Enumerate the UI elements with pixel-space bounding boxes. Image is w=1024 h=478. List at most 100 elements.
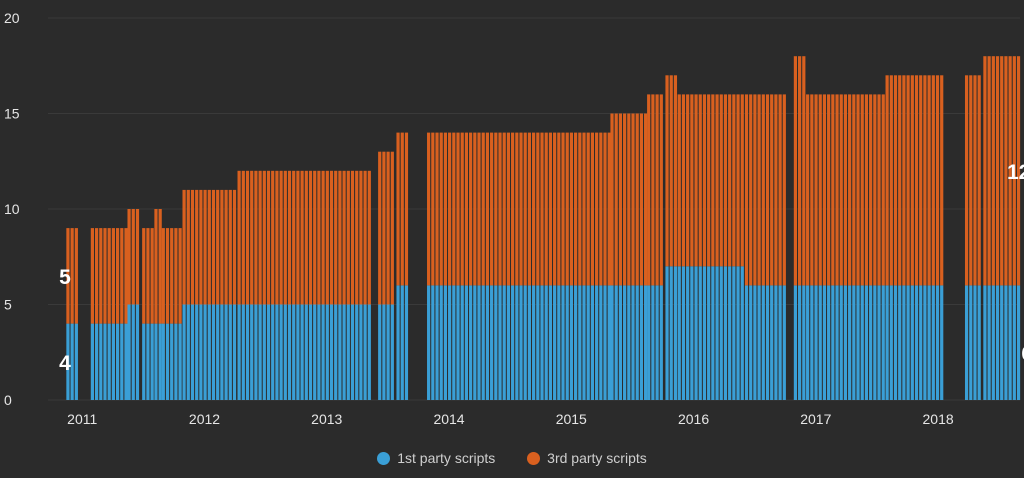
bar-first-party [711,266,715,400]
bar-third-party [245,170,250,305]
bar-third-party [631,113,635,286]
bar-first-party [182,304,186,400]
bar-first-party [150,323,154,400]
bar-first-party [586,285,590,400]
bar-first-party [158,323,162,400]
bar-first-party [1016,285,1021,400]
legend-label-third: 3rd party scripts [547,450,647,466]
value-annotation: 4 [59,352,71,375]
bar-third-party [378,151,382,305]
bar-first-party [279,304,283,400]
bar-third-party [178,228,182,324]
bar-third-party [317,170,321,305]
bar-first-party [250,304,254,400]
bar-third-party [843,94,848,286]
bar-third-party [439,132,443,286]
bar-third-party [647,94,651,286]
bar-third-party [396,132,400,286]
bar-first-party [544,285,548,400]
bar-third-party [532,132,536,286]
legend-item-first-party[interactable]: 1st party scripts [377,450,495,466]
bar-third-party [443,132,448,286]
bar-third-party [827,94,831,286]
bar-third-party [485,132,490,286]
bar-first-party [66,323,70,400]
bar-third-party [195,189,199,305]
bar-first-party [90,323,94,400]
bar-third-party [287,170,292,305]
bar-third-party [931,75,935,286]
bar-first-party [287,304,292,400]
bar-third-party [350,170,355,305]
bar-third-party [199,189,203,305]
bar-first-party [511,285,515,400]
bar-first-party [527,285,532,400]
bar-third-party [702,94,707,267]
bar-third-party [765,94,770,286]
bar-third-party [810,94,814,286]
bar-third-party [523,132,527,286]
bar-third-party [266,170,271,305]
bar-third-party [107,228,111,324]
bar-first-party [856,285,860,400]
bar-first-party [142,323,146,400]
bar-first-party [898,285,902,400]
bar-third-party [623,113,627,286]
bar-third-party [292,170,296,305]
bar-third-party [690,94,694,267]
bar-third-party [228,189,232,305]
bar-third-party [90,228,94,324]
bar-first-party [170,323,174,400]
bar-first-party [902,285,906,400]
bar-third-party [1008,56,1012,286]
bar-third-party [435,132,439,286]
bar-third-party [161,228,165,324]
bar-third-party [481,132,485,286]
bar-first-party [245,304,250,400]
bar-third-party [250,170,254,305]
bar-first-party [232,304,237,400]
bar-first-party [363,304,367,400]
bar-third-party [456,132,460,286]
bar-first-party [822,285,827,400]
bar-third-party [686,94,690,267]
bar-first-party [342,304,346,400]
bar-third-party [544,132,548,286]
legend-item-third-party[interactable]: 3rd party scripts [527,450,647,466]
bar-third-party [677,94,681,267]
bar-third-party [574,132,578,286]
bar-third-party [135,209,140,305]
bar-third-party [561,132,565,286]
bar-third-party [635,113,639,286]
bar-first-party [864,285,869,400]
bar-third-party [869,94,873,286]
bar-first-party [852,285,856,400]
bar-third-party [359,170,363,305]
bar-third-party [540,132,544,286]
bar-first-party [329,304,334,400]
bar-third-party [279,170,283,305]
x-tick-label: 2012 [189,411,220,427]
bar-third-party [190,189,195,305]
bar-third-party [707,94,711,267]
bar-first-party [178,323,182,400]
bars-group [66,56,1021,400]
bar-third-party [902,75,906,286]
bar-first-party [439,285,443,400]
bar-first-party [715,266,719,400]
y-axis-ticks: 0 5 10 15 20 [4,10,20,408]
bar-third-party [346,170,350,305]
bar-first-party [614,285,618,400]
bar-third-party [182,189,186,305]
bar-third-party [798,56,802,286]
bar-third-party [448,132,452,286]
bar-third-party [103,228,107,324]
bar-first-party [964,285,969,400]
bar-first-party [749,285,753,400]
bar-first-party [452,285,456,400]
bar-third-party [711,94,715,267]
bar-first-party [481,285,485,400]
bar-first-party [460,285,464,400]
bar-third-party [889,75,893,286]
x-tick-label: 2014 [433,411,464,427]
